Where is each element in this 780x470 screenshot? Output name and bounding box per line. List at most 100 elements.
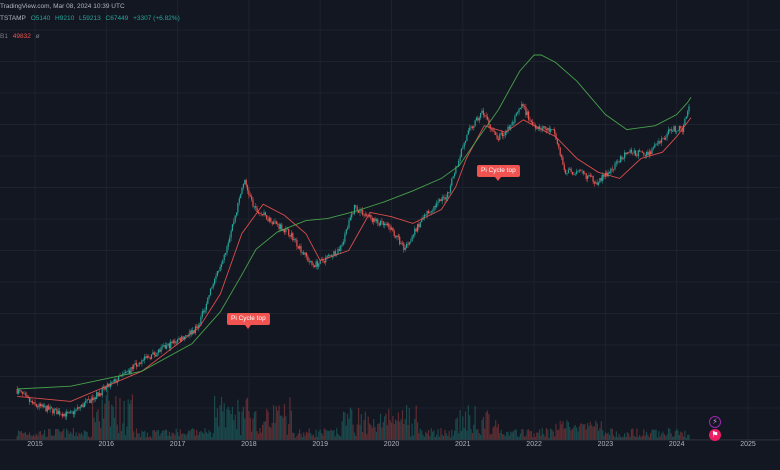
volume-bar [523,436,526,440]
volume-bar [470,429,472,440]
volume-bar [293,433,295,440]
candle-body [264,212,266,215]
candle-body [135,363,138,367]
volume-bar [570,430,572,440]
volume-bar [166,430,168,440]
candle-body [429,212,431,214]
volume-bar [363,420,365,440]
candle-body [522,104,524,106]
volume-bar [188,430,190,440]
candle-body [393,231,395,236]
volume-bar [415,405,417,440]
candle-body [311,260,313,265]
volume-bar [307,432,309,440]
candle-body [171,341,173,343]
candle-body [267,219,269,222]
volume-bar [251,431,253,440]
volume-bar [234,414,236,440]
candle-body [129,370,131,374]
volume-bar [256,431,258,440]
volume-bar [514,429,516,440]
candle-body [351,213,353,218]
volume-bar [45,437,47,440]
volume-bar [244,418,246,440]
volume-bar [94,422,96,440]
volume-bar [370,425,372,440]
candle-body [223,254,225,260]
candle-body [220,264,223,267]
volume-bar [534,436,537,440]
x-tick-label: 2020 [383,441,400,448]
candle-body [325,257,327,263]
volume-bar [397,412,399,440]
volume-bar [50,435,53,440]
volume-bar [109,426,111,440]
candle-body [218,270,220,272]
lightning-icon[interactable]: ⚡ [709,416,721,428]
candle-body [478,117,480,121]
candle-body [170,341,172,349]
candle-body [349,217,351,221]
candle-body [643,152,645,155]
volume-bar [434,437,436,440]
candle-body [72,411,74,415]
candle-body [215,275,217,280]
volume-bar [373,419,375,440]
candle-body [63,413,65,417]
candle-body [318,263,320,267]
candle-body [90,398,92,403]
candle-body [131,367,133,369]
candle-body [536,128,538,130]
volume-bar [123,401,125,440]
candle-body [633,150,635,154]
candle-body [189,330,191,336]
volume-bar [369,423,371,440]
candle-body [685,116,687,119]
volume-bar [245,399,247,440]
flag-icon[interactable]: ⚑ [709,429,721,441]
candle-body [533,124,535,126]
volume-bar [156,430,158,440]
volume-bar [678,434,680,440]
volume-bar [495,420,497,440]
volume-bar [104,403,106,440]
candle-body [441,197,443,202]
volume-bar [485,412,487,440]
publisher-text: TradingView.com, Mar 08, 2024 10:39 UTC [0,3,125,10]
volume-bar [656,437,659,440]
volume-bar [359,424,361,440]
volume-bar [506,431,508,440]
pi-cycle-top-label-2021[interactable]: Pi Cycle top [477,165,520,181]
volume-bar [330,429,332,440]
volume-bar [268,426,271,440]
volume-bar [103,418,105,440]
volume-bar [537,432,539,440]
volume-bar [647,434,649,440]
volume-bar [310,433,312,440]
candle-body [680,126,682,129]
volume-bar [545,428,547,440]
candle-body [257,212,260,214]
volume-bar [521,429,523,440]
volume-bar [281,415,283,440]
volume-bar [113,417,116,440]
candle-body [340,245,342,251]
candle-body [554,129,556,134]
candle-body [142,360,144,361]
volume-bar [238,411,240,440]
volume-bar [478,433,480,440]
volume-bar [654,430,656,440]
volume-bar [241,411,243,440]
volume-bar [34,436,36,440]
time-axis[interactable]: 2015 2016 2017 2018 2019 2020 2021 2022 2023 2024… [0,441,780,455]
volume-bar [304,435,306,440]
volume-bar [271,422,273,440]
price-candles [16,101,690,420]
volume-bar [619,436,622,440]
candle-body [503,135,505,137]
volume-bar [585,429,587,440]
pi-cycle-top-label-2017[interactable]: Pi Cycle top [227,313,270,329]
candle-body [386,223,388,226]
